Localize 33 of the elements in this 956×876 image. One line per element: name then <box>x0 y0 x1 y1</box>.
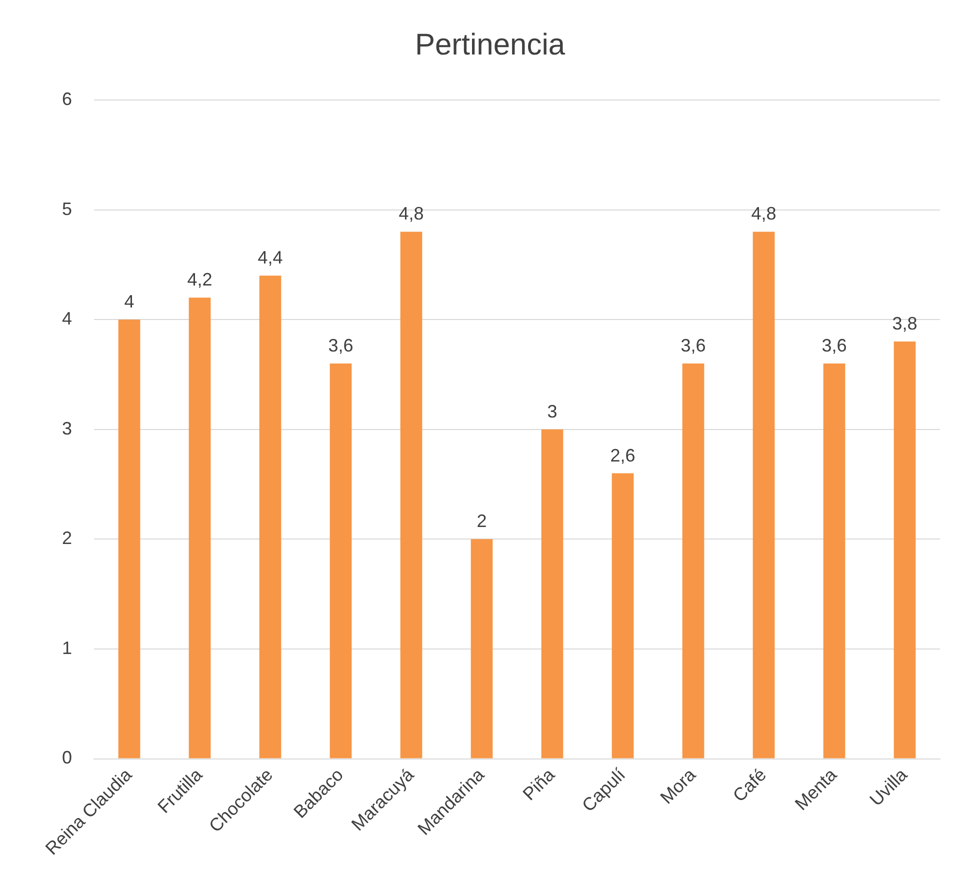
bar <box>118 320 140 758</box>
data-label: 3,8 <box>892 314 918 334</box>
data-label: 3 <box>547 401 558 422</box>
bar <box>541 429 564 758</box>
y-tick-label: 3 <box>62 418 72 438</box>
y-tick-label: 4 <box>62 308 72 329</box>
bar <box>188 298 211 758</box>
bar <box>894 342 916 758</box>
x-tick-label: Piña <box>518 764 560 804</box>
bar <box>330 364 352 758</box>
bar <box>752 232 775 758</box>
bar <box>259 276 282 758</box>
y-tick-label: 6 <box>62 88 72 109</box>
bar <box>612 473 634 758</box>
data-label: 3,6 <box>822 335 847 356</box>
bar <box>470 539 493 758</box>
data-label: 2 <box>476 511 487 532</box>
data-label: 4 <box>124 292 134 312</box>
data-label: 3,6 <box>680 335 706 356</box>
bar <box>823 364 846 758</box>
data-label: 2,6 <box>610 445 636 466</box>
bar <box>400 232 422 758</box>
y-tick-label: 2 <box>62 528 72 548</box>
y-tick-label: 0 <box>62 748 72 768</box>
chart-title: Pertinencia <box>414 28 566 62</box>
data-label: 3,6 <box>328 335 354 356</box>
bar <box>682 364 704 758</box>
data-label: 4,2 <box>187 270 212 290</box>
data-label: 4,8 <box>751 204 776 224</box>
data-label: 4,8 <box>398 204 424 224</box>
data-label: 4,4 <box>258 248 283 268</box>
y-tick-label: 5 <box>62 198 72 219</box>
y-tick-label: 1 <box>62 638 72 658</box>
